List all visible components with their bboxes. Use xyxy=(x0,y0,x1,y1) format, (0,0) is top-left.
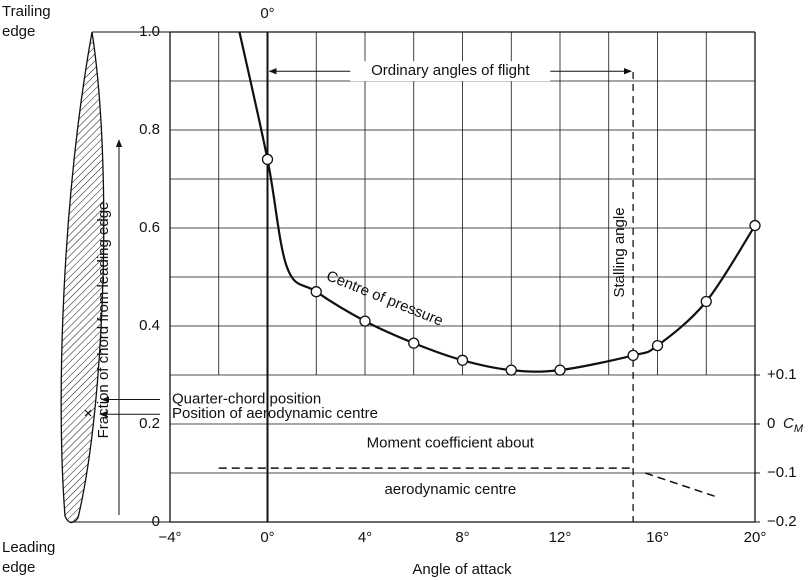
y2-tick-label: 0 xyxy=(767,415,775,432)
x-tick-label: 20° xyxy=(744,529,767,546)
y2-tick-label: −0.2 xyxy=(767,513,797,530)
y-tick-label: 0.4 xyxy=(139,317,160,334)
zero-angle-label: 0° xyxy=(260,5,274,22)
x-tick-label: 8° xyxy=(455,529,469,546)
flight-label: Ordinary angles of flight xyxy=(371,62,530,79)
y2-tick-label: +0.1 xyxy=(767,366,797,383)
x-tick-label: −4° xyxy=(158,529,181,546)
data-point xyxy=(627,349,639,362)
leading-edge-label: Leading xyxy=(2,539,55,556)
data-point xyxy=(359,315,371,327)
aero-centre-label: Position of aerodynamic centre xyxy=(172,405,378,422)
data-point xyxy=(261,153,274,166)
y2-axis-title-main: C xyxy=(783,415,794,432)
y2-axis-title: CM xyxy=(783,415,804,435)
x-tick-label: 12° xyxy=(549,529,572,546)
y-tick-label: 1.0 xyxy=(139,23,160,40)
data-point xyxy=(456,354,469,366)
y2-axis-title-sub: M xyxy=(794,423,804,435)
y-tick-label: 0 xyxy=(152,513,160,530)
moment-label: aerodynamic centre xyxy=(384,481,516,498)
y-axis-title: Fraction of chord from leading edge xyxy=(95,202,112,439)
x-tick-label: 4° xyxy=(358,529,372,546)
data-point xyxy=(408,337,420,349)
quarter-chord-label: Quarter-chord position xyxy=(172,390,321,407)
data-point xyxy=(554,364,566,376)
data-point xyxy=(651,339,664,352)
series-line xyxy=(238,31,756,373)
series-line xyxy=(218,467,719,499)
data-point xyxy=(700,295,712,308)
moment-label: Moment coefficient about xyxy=(367,435,535,452)
trailing-edge-label: Trailing xyxy=(2,3,51,20)
trailing-edge-label: edge xyxy=(2,23,35,40)
aero-centre-marker: × xyxy=(84,405,93,422)
y-tick-label: 0.6 xyxy=(139,219,160,236)
stall-label: Stalling angle xyxy=(611,207,628,297)
y2-tick-label: −0.1 xyxy=(767,464,797,481)
leading-edge-label: edge xyxy=(2,559,35,576)
y-tick-label: 0.8 xyxy=(139,121,160,138)
x-tick-label: 0° xyxy=(260,529,274,546)
data-point xyxy=(505,364,517,376)
data-point xyxy=(310,286,322,298)
data-point xyxy=(749,219,761,232)
x-axis-title: Angle of attack xyxy=(412,561,512,578)
x-tick-label: 16° xyxy=(646,529,669,546)
y-tick-label: 0.2 xyxy=(139,415,160,432)
flight-label-bg xyxy=(350,61,551,82)
